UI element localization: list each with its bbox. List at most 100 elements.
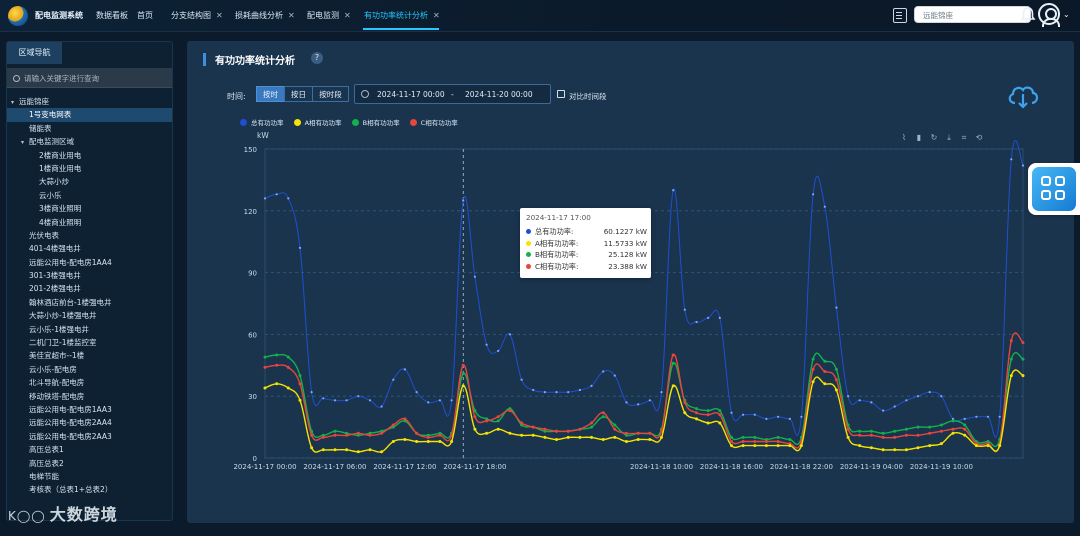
- data-point: [566, 435, 570, 439]
- sidebar-item[interactable]: 2楼商业用电: [7, 149, 172, 162]
- help-icon[interactable]: ?: [311, 52, 323, 64]
- cloud-download-icon[interactable]: [1006, 83, 1040, 109]
- x-tick-label: 2024-11-17 00:00: [233, 463, 296, 471]
- tooltip-label: 总有功功率:: [535, 227, 574, 236]
- compare-period-checkbox[interactable]: [557, 90, 565, 98]
- data-point: [975, 415, 978, 418]
- zoom-icon[interactable]: ⌗: [961, 133, 967, 142]
- watermark-text: 大数跨境: [49, 505, 118, 524]
- legend-label: 总有功功率: [251, 119, 284, 127]
- sidebar-item[interactable]: 大蒜小炒-1楼强电井: [7, 309, 172, 322]
- user-avatar-icon[interactable]: [1038, 3, 1060, 27]
- data-point: [986, 444, 990, 448]
- sidebar-item[interactable]: 远能公用电-配电房1AA3: [7, 403, 172, 416]
- legend-item-phase-a[interactable]: A相有功功率: [293, 117, 342, 127]
- data-point: [753, 444, 757, 448]
- sidebar-item[interactable]: 401-4楼强电井: [7, 242, 172, 255]
- close-icon[interactable]: ✕: [433, 11, 440, 20]
- sidebar-item[interactable]: 云小乐-1楼强电井: [7, 323, 172, 336]
- region-tree: ▾ 远能锦座 1号变电网表 储能表 ▾ 配电监测区域 2楼商业用电 1楼商业用电 大蒜小炒 云小乐…: [7, 95, 172, 497]
- sidebar-item[interactable]: 美佳宜超市--1楼: [7, 349, 172, 362]
- grid-square: [1055, 190, 1065, 200]
- sidebar-item[interactable]: 1号变电网表: [7, 108, 172, 122]
- close-icon[interactable]: ✕: [288, 11, 295, 20]
- sidebar-item[interactable]: 高压总表2: [7, 457, 172, 470]
- sidebar-item[interactable]: ▾ 远能锦座: [7, 95, 172, 108]
- sidebar-item[interactable]: 云小乐-配电房: [7, 363, 172, 376]
- mode-period-button[interactable]: 按时段: [312, 86, 349, 102]
- sidebar-item[interactable]: 201-2楼强电井: [7, 282, 172, 295]
- nav-item-active-power-analysis[interactable]: 有功功率统计分析 ✕: [364, 10, 440, 21]
- tooltip-row-phase-b: B相有功功率: 25.128 kW: [526, 249, 647, 261]
- site-search-input[interactable]: 远能锦座: [914, 6, 1031, 23]
- nav-item-branch-diagram[interactable]: 分支结构图 ✕: [171, 10, 223, 21]
- sidebar-item-label: 1楼商业用电: [39, 163, 82, 173]
- sidebar-item[interactable]: 高压总表1: [7, 443, 172, 456]
- legend-item-phase-b[interactable]: B相有功功率: [351, 117, 400, 127]
- nav-item-home[interactable]: 首页: [137, 10, 153, 21]
- bell-icon[interactable]: [1020, 6, 1036, 24]
- sidebar-item[interactable]: 远能公用电-配电房1AA4: [7, 256, 172, 269]
- floating-apps-widget[interactable]: [1028, 163, 1080, 215]
- line-chart-icon[interactable]: ⌇: [902, 133, 906, 142]
- data-point: [426, 433, 430, 437]
- sidebar-item[interactable]: 远能公用电-配电房2AA4: [7, 416, 172, 429]
- data-point: [916, 425, 920, 429]
- nav-item-loss-curve[interactable]: 损耗曲线分析 ✕: [235, 10, 295, 21]
- close-icon[interactable]: ✕: [344, 11, 351, 20]
- sidebar-item[interactable]: 光伏电表: [7, 229, 172, 242]
- nav-item-dashboard[interactable]: 数据看板: [96, 10, 128, 21]
- data-point: [286, 386, 290, 390]
- document-list-icon[interactable]: [893, 8, 907, 23]
- sidebar-item[interactable]: 1楼商业用电: [7, 162, 172, 175]
- sidebar-search-input[interactable]: 请输入关键字进行查询: [7, 68, 172, 88]
- tooltip-value: 23.388 kW: [608, 261, 647, 271]
- caret-down-icon[interactable]: ▾: [11, 99, 15, 106]
- caret-down-icon[interactable]: ▾: [21, 139, 25, 147]
- x-tick-label: 2024-11-19 10:00: [910, 463, 973, 471]
- sidebar-item[interactable]: 云小乐: [7, 189, 172, 202]
- data-point: [566, 429, 570, 433]
- data-point: [811, 367, 815, 371]
- data-point: [450, 399, 453, 402]
- sidebar-item[interactable]: 3楼商业照明: [7, 202, 172, 215]
- data-point: [555, 438, 558, 441]
- sidebar-tab-region-nav[interactable]: 区域导航: [7, 42, 62, 64]
- data-point: [462, 199, 465, 202]
- data-point: [590, 421, 593, 425]
- bar-chart-icon[interactable]: ▮: [916, 133, 922, 142]
- data-point: [718, 316, 721, 319]
- x-tick-label: 2024-11-17 12:00: [373, 463, 436, 471]
- data-point: [403, 368, 406, 371]
- data-point: [846, 435, 850, 439]
- legend-item-phase-c[interactable]: C相有功功率: [409, 117, 458, 127]
- nav-item-distribution-monitor[interactable]: 配电监测 ✕: [307, 10, 351, 21]
- sidebar-item[interactable]: 移动铁塔-配电房: [7, 390, 172, 403]
- date-range-picker[interactable]: 2024-11-17 00:00 - 2024-11-20 00:00: [354, 84, 551, 104]
- sidebar-item[interactable]: 二机门卫-1楼监控室: [7, 336, 172, 349]
- sidebar-item[interactable]: 大蒜小炒: [7, 175, 172, 188]
- sidebar-item[interactable]: 考核表（总表1+总表2）: [7, 483, 172, 496]
- data-point: [718, 409, 722, 413]
- sidebar-item[interactable]: 301-3楼强电井: [7, 269, 172, 282]
- series-phase-a-power: [264, 369, 1024, 453]
- close-icon[interactable]: ✕: [216, 11, 223, 20]
- sidebar-item[interactable]: 翰林酒店前台-1楼强电井: [7, 296, 172, 309]
- y-tick-label: 120: [244, 208, 257, 216]
- refresh-icon[interactable]: ↻: [930, 133, 938, 142]
- legend-item-total[interactable]: 总有功功率: [240, 117, 284, 127]
- sidebar-item[interactable]: 储能表: [7, 122, 172, 135]
- sidebar-item[interactable]: 4楼商业照明: [7, 216, 172, 229]
- sidebar-item[interactable]: ▾ 配电监测区域: [7, 135, 172, 148]
- sidebar-item[interactable]: 远能公用电-配电房2AA3: [7, 430, 172, 443]
- sidebar-item[interactable]: 电梯节能: [7, 470, 172, 483]
- zoom-reset-icon[interactable]: ⟲: [975, 133, 983, 142]
- data-point: [473, 275, 476, 278]
- download-icon[interactable]: ⤓: [947, 133, 951, 142]
- data-point: [1021, 374, 1025, 378]
- data-point: [310, 391, 313, 394]
- data-point: [601, 415, 605, 419]
- chevron-down-icon[interactable]: ⌄: [1063, 10, 1070, 19]
- sidebar-item[interactable]: 北斗导航-配电房: [7, 376, 172, 389]
